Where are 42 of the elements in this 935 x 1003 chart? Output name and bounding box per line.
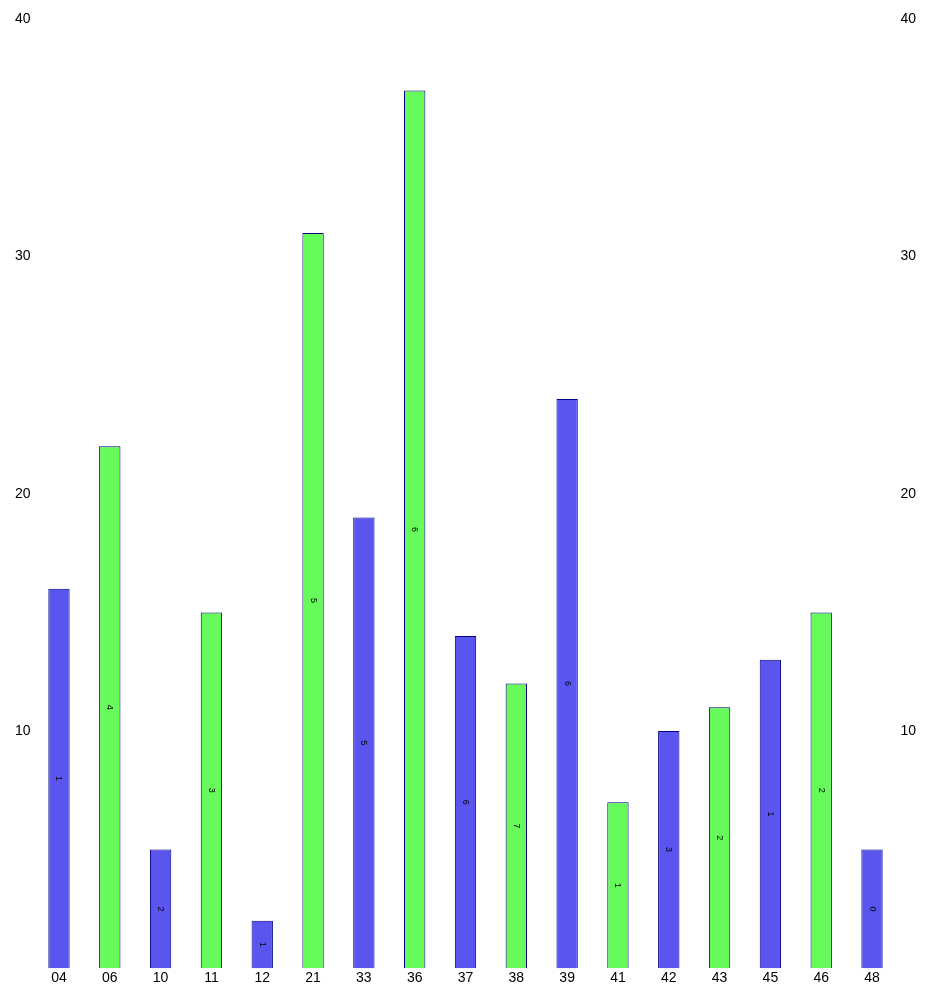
x-tick-label: 43: [711, 969, 728, 986]
annotation: 6: [562, 681, 573, 687]
annotation: 5: [359, 740, 370, 746]
annotation: 1: [613, 882, 624, 888]
x-tick-label: 42: [660, 969, 677, 986]
x-tick-label: 37: [457, 969, 474, 986]
x-tick-label: 38: [508, 969, 525, 986]
annotation: 0: [867, 906, 878, 912]
x-tick-label: 39: [559, 969, 576, 986]
annotation: 1: [54, 775, 65, 781]
annotation: 6: [461, 799, 472, 805]
y2-tick-label: 30: [900, 247, 917, 264]
x-tick-label: 48: [864, 969, 881, 986]
y2-tick-label: 10: [900, 721, 917, 738]
annotation: 7: [511, 823, 522, 829]
annotation: 5: [308, 598, 319, 604]
y2-tick-label: 40: [900, 10, 917, 27]
annotation: 3: [664, 847, 675, 853]
annotation: 6: [410, 526, 421, 532]
x-tick-label: 21: [305, 969, 322, 986]
x-tick-label: 06: [102, 969, 118, 986]
x-tick-label: 12: [254, 969, 271, 986]
annotation: 2: [715, 835, 726, 841]
x-tick-label: 36: [406, 969, 423, 986]
y-tick-label: 40: [14, 10, 31, 27]
x-tick-label: 41: [610, 969, 626, 986]
x-tick-label: 45: [762, 969, 779, 986]
annotation: 2: [816, 787, 827, 793]
annotation: 1: [765, 811, 776, 817]
x-tick-label: 11: [204, 969, 219, 986]
x-tick-label: 33: [356, 969, 372, 986]
y-tick-label: 20: [14, 484, 31, 501]
annotation: 1: [257, 941, 268, 947]
annotation: 4: [105, 704, 116, 710]
x-tick-label: 04: [51, 969, 67, 986]
annotation: 2: [156, 906, 167, 912]
y2-tick-label: 20: [900, 484, 917, 501]
y-tick-label: 30: [14, 247, 31, 264]
x-tick-label: 10: [152, 969, 169, 986]
y-tick-label: 10: [14, 721, 31, 738]
annotation: 3: [206, 787, 217, 793]
x-tick-label: 46: [813, 969, 830, 986]
